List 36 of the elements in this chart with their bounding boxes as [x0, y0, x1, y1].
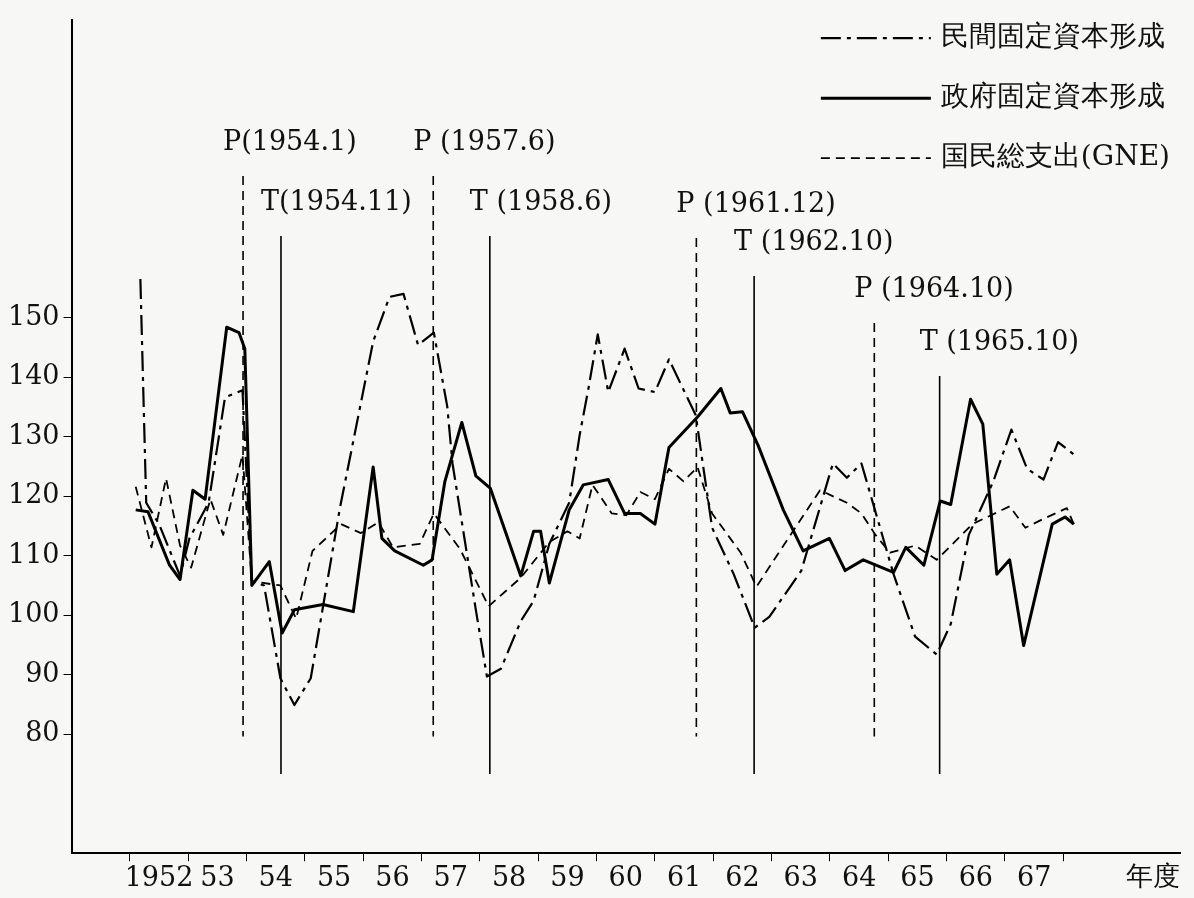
ref-line-label: T (1962.10)	[734, 225, 894, 256]
x-tick-label: 61	[666, 861, 702, 893]
legend-label: 民間固定資本形成	[940, 19, 1165, 53]
legend-label: 国民総支出(GNE)	[940, 139, 1170, 173]
x-tick-label: 67	[1016, 861, 1052, 893]
y-tick-label: 140	[7, 359, 60, 391]
ref-line-label: P (1957.6)	[413, 125, 556, 156]
x-tick-label: 60	[608, 861, 643, 893]
x-tick-label: 65	[900, 861, 935, 893]
x-tick-label: 59	[550, 861, 585, 893]
x-tick-label: 1952	[124, 861, 194, 893]
x-axis-title: 年度	[1126, 859, 1180, 891]
x-tick-label: 66	[958, 861, 993, 893]
x-tick-label: 54	[258, 861, 293, 893]
x-tick-label: 57	[433, 861, 468, 893]
x-tick-label: 55	[316, 861, 352, 893]
x-tick-label: 62	[725, 861, 760, 893]
ref-line-label: T (1965.10)	[919, 325, 1079, 356]
y-tick-label: 120	[7, 478, 60, 510]
ref-line-label: P(1954.1)	[223, 125, 357, 156]
ref-line-label: T (1958.6)	[469, 185, 612, 216]
x-tick-label: 56	[375, 861, 410, 893]
ref-line-label: P (1964.10)	[854, 272, 1014, 303]
y-tick-label: 130	[7, 418, 60, 450]
y-tick-label: 100	[7, 597, 60, 629]
y-tick-label: 110	[7, 537, 60, 569]
x-tick-label: 63	[783, 861, 818, 893]
legend-label: 政府固定資本形成	[940, 79, 1165, 113]
y-tick-label: 150	[7, 299, 60, 331]
ref-line-label: T(1954.11)	[260, 185, 412, 216]
y-tick-label: 90	[25, 656, 60, 688]
y-tick-label: 80	[25, 716, 60, 748]
x-tick-label: 53	[200, 861, 235, 893]
x-tick-label: 64	[841, 861, 877, 893]
ref-line-label: P (1961.12)	[676, 187, 836, 218]
x-tick-label: 58	[491, 861, 527, 893]
